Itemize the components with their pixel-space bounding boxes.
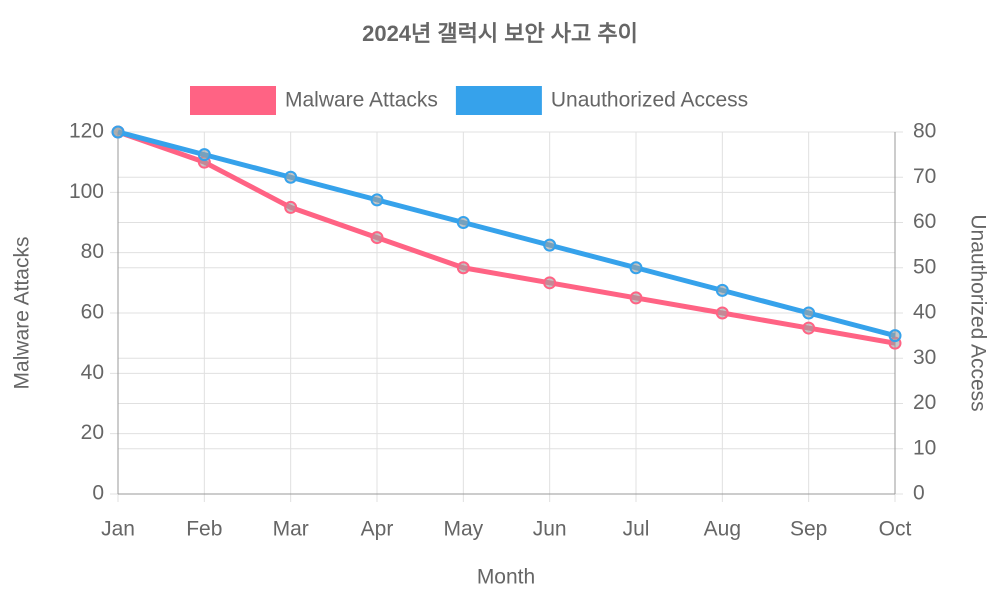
y2-axis-label: Unauthorized Access: [966, 214, 989, 411]
legend-swatch: [190, 86, 276, 115]
data-point: [629, 291, 643, 305]
chart-title: 2024년 갤럭시 보안 사고 추이: [362, 21, 638, 46]
line-series: [117, 129, 896, 339]
y2-tick-label: 50: [913, 255, 936, 278]
legend-label: Unauthorized Access: [551, 89, 748, 112]
data-point: [370, 193, 384, 207]
data-point: [802, 306, 816, 320]
data-point: [715, 283, 729, 297]
data-point: [284, 170, 298, 184]
x-tick-label: Jan: [101, 518, 135, 541]
x-axis-label: Month: [477, 566, 535, 589]
y-tick-label: 20: [81, 421, 104, 444]
y2-tick-label: 80: [913, 120, 936, 143]
data-point: [543, 276, 557, 290]
data-point: [888, 329, 902, 343]
legend-swatch: [455, 86, 542, 115]
y-tick-label: 120: [69, 120, 104, 143]
y-tick-label: 60: [81, 301, 104, 324]
line-series: [117, 129, 896, 346]
y2-tick-label: 20: [913, 391, 936, 414]
x-tick-label: May: [443, 518, 483, 541]
y-tick-label: 100: [69, 180, 104, 203]
y-tick-label: 0: [92, 482, 104, 505]
data-point: [802, 321, 816, 335]
data-point: [629, 261, 643, 275]
y2-tick-label: 40: [913, 301, 936, 324]
x-tick-label: Mar: [273, 518, 309, 541]
data-point: [543, 238, 557, 252]
x-tick-label: Jul: [623, 518, 650, 541]
y2-tick-label: 10: [913, 436, 936, 459]
data-point: [197, 148, 211, 162]
y2-tick-label: 60: [913, 210, 936, 233]
x-tick-label: Jun: [533, 518, 567, 541]
x-tick-label: Sep: [790, 518, 827, 541]
data-point: [456, 216, 470, 229]
data-point: [370, 231, 384, 245]
legend-label: Malware Attacks: [285, 89, 438, 112]
data-point: [111, 125, 125, 139]
y2-tick-label: 30: [913, 346, 936, 369]
data-point: [456, 261, 470, 275]
x-tick-label: Feb: [186, 518, 222, 541]
x-tick-label: Oct: [879, 518, 912, 541]
x-tick-label: Aug: [704, 518, 741, 541]
x-tick-label: Apr: [361, 518, 394, 541]
y-tick-label: 80: [81, 240, 104, 263]
y2-tick-label: 70: [913, 165, 936, 188]
y-tick-label: 40: [81, 361, 104, 384]
data-point: [715, 306, 729, 320]
data-point: [284, 200, 298, 214]
y2-tick-label: 0: [913, 482, 925, 505]
y-axis-label: Malware Attacks: [11, 237, 34, 390]
